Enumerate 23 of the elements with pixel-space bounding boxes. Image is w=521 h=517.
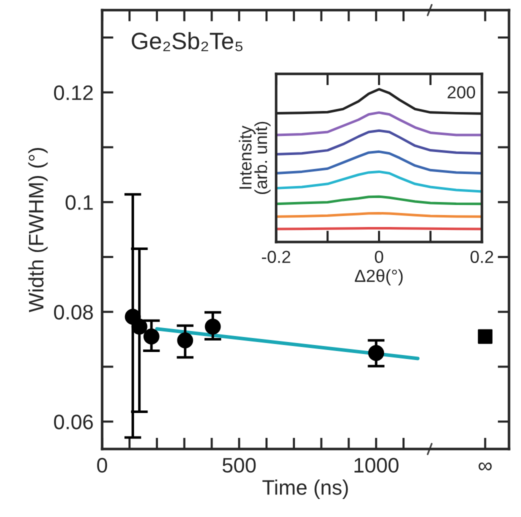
point <box>204 318 221 335</box>
point <box>143 328 160 345</box>
annotation: Ge₂Sb₂Te₅ <box>132 32 243 52</box>
point <box>177 332 194 348</box>
x-tick-label: 1000 <box>354 458 398 473</box>
point <box>478 329 492 344</box>
point <box>368 345 384 361</box>
x-axis-title: Δ2θ(°) <box>354 269 403 286</box>
point <box>131 318 148 335</box>
x-tick-label: 0 <box>374 250 384 264</box>
x-tick-label: 500 <box>222 458 256 473</box>
annotation: 200 <box>448 86 476 98</box>
x-tick-label: 0 <box>97 458 108 473</box>
x-tick-label: ∞ <box>478 462 492 470</box>
x-axis-title: Time (ns) <box>262 480 348 499</box>
y-tick-label: 0.12 <box>54 85 93 100</box>
x-tick-label: -0.2 <box>262 250 290 264</box>
y-axis-title: Intensity (arb. unit) <box>238 122 271 194</box>
y-tick-label: 0.06 <box>54 414 93 430</box>
y-tick-label: 0.08 <box>54 304 93 320</box>
y-axis-title: Width (FWHM) (°) <box>28 148 48 312</box>
x-tick-label: 0.2 <box>470 250 494 264</box>
y-tick-label: 0.1 <box>66 195 93 210</box>
